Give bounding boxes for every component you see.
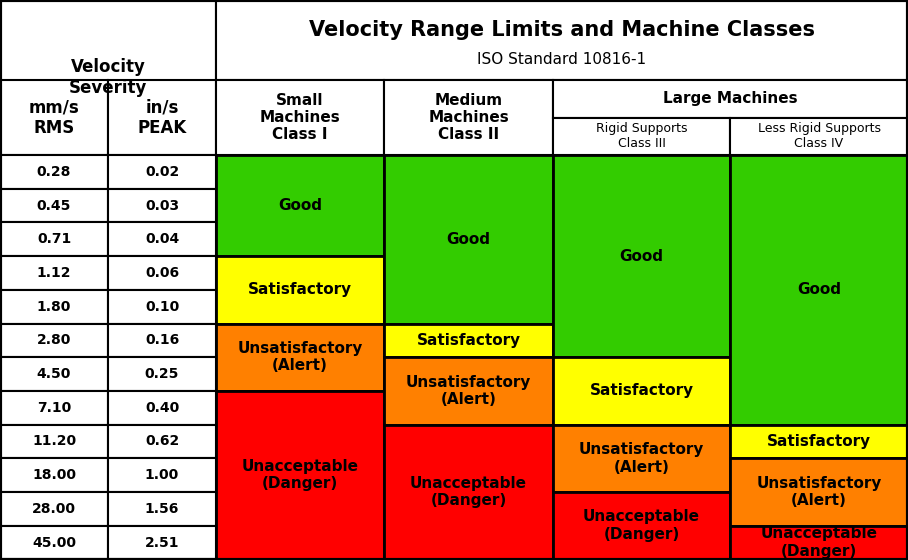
Bar [730,526,908,559]
Bar [0,0,216,155]
Bar [0,424,108,458]
Text: 7.10: 7.10 [37,401,71,415]
Text: Satisfactory: Satisfactory [417,333,520,348]
Text: Small
Machines
Class I: Small Machines Class I [260,92,340,142]
Text: Unacceptable
(Danger): Unacceptable (Danger) [242,459,359,491]
Text: 0.03: 0.03 [145,199,179,213]
Bar [108,189,216,222]
Bar [0,222,108,256]
Bar [108,222,216,256]
Bar [553,118,730,155]
Text: Good: Good [619,249,664,264]
Bar [216,324,384,391]
Bar [0,256,108,290]
Bar [108,155,216,189]
Text: 0.16: 0.16 [145,333,179,347]
Text: Unacceptable
(Danger): Unacceptable (Danger) [761,526,877,559]
Text: 0.62: 0.62 [145,435,179,449]
Text: in/s
PEAK: in/s PEAK [137,98,187,137]
Bar [384,424,553,559]
Bar [730,118,908,155]
Bar [216,256,384,324]
Bar [108,526,216,559]
Text: 11.20: 11.20 [32,435,76,449]
Text: Satisfactory: Satisfactory [767,434,871,449]
Bar [216,391,384,559]
Text: Less Rigid Supports
Class IV: Less Rigid Supports Class IV [757,122,881,150]
Bar [0,290,108,324]
Bar [384,155,553,324]
Text: Unsatisfactory
(Alert): Unsatisfactory (Alert) [406,375,531,407]
Bar [553,424,730,492]
Bar [384,324,553,357]
Text: Unsatisfactory
(Alert): Unsatisfactory (Alert) [237,341,362,374]
Text: 0.28: 0.28 [37,165,71,179]
Text: 0.25: 0.25 [144,367,179,381]
Text: Good: Good [278,198,322,213]
Bar [216,155,384,256]
Text: Velocity Range Limits and Machine Classes: Velocity Range Limits and Machine Classe… [309,20,815,40]
Text: Satisfactory: Satisfactory [589,384,694,398]
Text: Unsatisfactory
(Alert): Unsatisfactory (Alert) [578,442,705,474]
Bar [108,80,216,155]
Text: 4.50: 4.50 [37,367,71,381]
Bar [108,391,216,424]
Text: Good: Good [447,232,490,247]
Bar [108,357,216,391]
Text: 2.80: 2.80 [37,333,71,347]
Text: Unacceptable
(Danger): Unacceptable (Danger) [410,476,527,508]
Text: 0.06: 0.06 [145,266,179,280]
Text: Unacceptable
(Danger): Unacceptable (Danger) [583,510,700,542]
Text: 1.12: 1.12 [36,266,71,280]
Text: 0.02: 0.02 [145,165,179,179]
Bar [108,424,216,458]
Text: 18.00: 18.00 [32,468,76,482]
Bar [0,80,108,155]
Bar [384,357,553,424]
Text: 1.56: 1.56 [144,502,179,516]
Text: 28.00: 28.00 [32,502,76,516]
Bar [0,357,108,391]
Bar [0,458,108,492]
Text: Large Machines: Large Machines [663,91,798,106]
Text: 0.45: 0.45 [37,199,71,213]
Bar [216,0,908,80]
Bar [108,324,216,357]
Bar [553,155,730,357]
Bar [730,424,908,458]
Bar [108,458,216,492]
Bar [108,492,216,526]
Bar [553,80,908,118]
Text: 2.51: 2.51 [144,535,179,549]
Bar [553,492,730,559]
Text: 45.00: 45.00 [32,535,76,549]
Text: Satisfactory: Satisfactory [248,282,352,297]
Bar [384,80,553,155]
Bar [730,458,908,526]
Bar [108,256,216,290]
Text: mm/s
RMS: mm/s RMS [29,98,79,137]
Text: 0.40: 0.40 [145,401,179,415]
Text: ISO Standard 10816-1: ISO Standard 10816-1 [478,53,646,68]
Text: Good: Good [797,282,841,297]
Text: 1.00: 1.00 [145,468,179,482]
Bar [0,189,108,222]
Bar [0,492,108,526]
Bar [0,391,108,424]
Text: Velocity
Severity: Velocity Severity [69,58,147,97]
Text: 1.80: 1.80 [37,300,71,314]
Text: 0.04: 0.04 [145,232,179,246]
Bar [730,155,908,424]
Text: 0.10: 0.10 [145,300,179,314]
Text: 0.71: 0.71 [37,232,71,246]
Bar [216,80,384,155]
Bar [553,357,730,424]
Bar [0,155,108,189]
Text: Rigid Supports
Class III: Rigid Supports Class III [596,122,687,150]
Text: Medium
Machines
Class II: Medium Machines Class II [429,92,508,142]
Bar [108,290,216,324]
Bar [0,324,108,357]
Text: Unsatisfactory
(Alert): Unsatisfactory (Alert) [756,476,882,508]
Bar [0,526,108,559]
